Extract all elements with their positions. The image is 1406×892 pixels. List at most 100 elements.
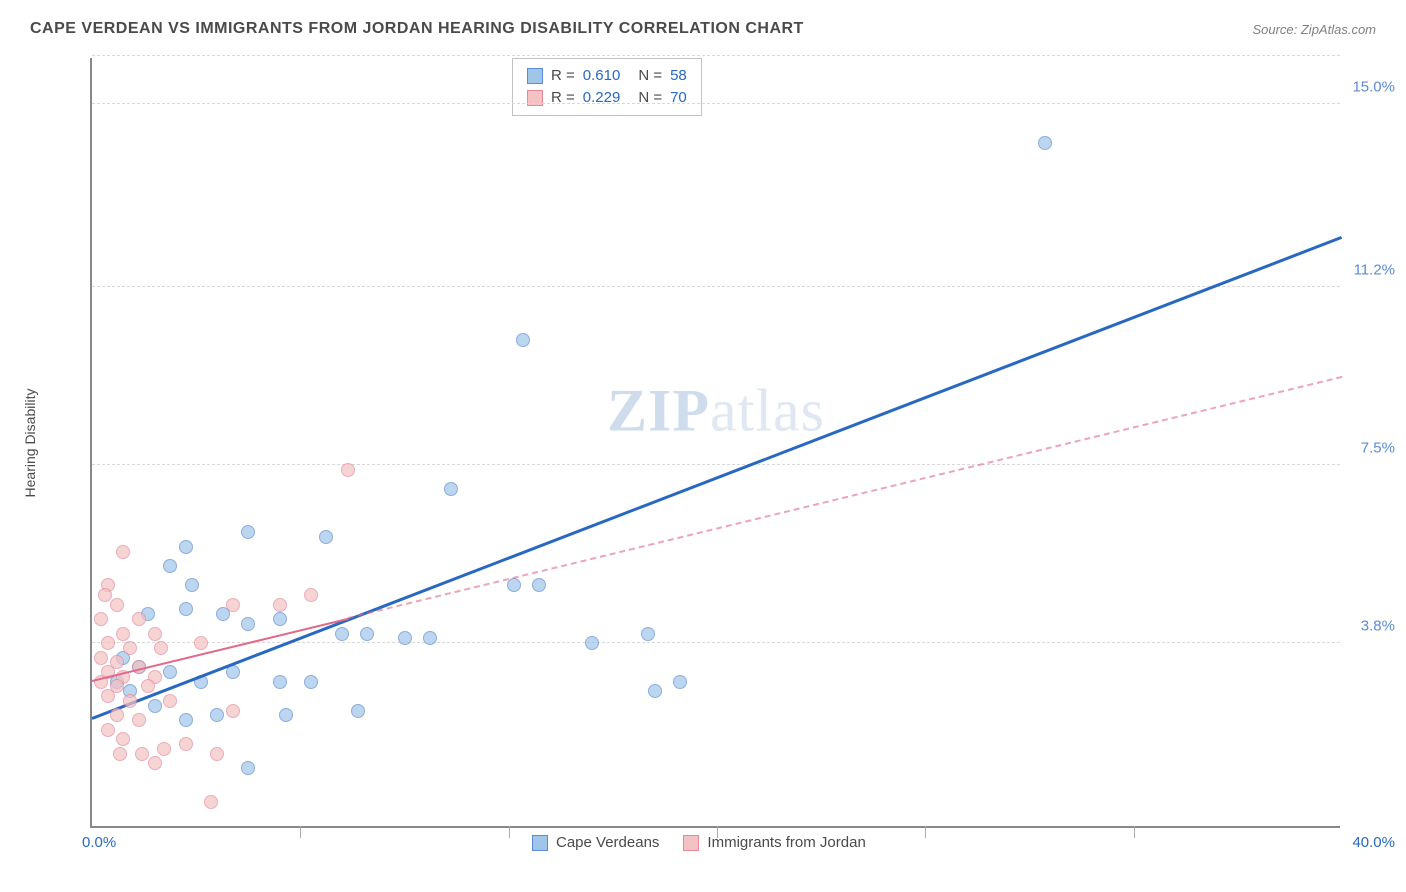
scatter-point-immigrants-jordan — [148, 756, 162, 770]
scatter-point-immigrants-jordan — [123, 694, 137, 708]
y-tick-label: 7.5% — [1361, 440, 1395, 457]
scatter-point-cape-verdeans — [1038, 136, 1052, 150]
scatter-point-cape-verdeans — [185, 578, 199, 592]
scatter-point-immigrants-jordan — [304, 588, 318, 602]
scatter-point-cape-verdeans — [279, 708, 293, 722]
scatter-point-cape-verdeans — [163, 559, 177, 573]
x-minor-tick — [300, 826, 301, 838]
scatter-point-immigrants-jordan — [157, 742, 171, 756]
series-legend: Cape Verdeans Immigrants from Jordan — [532, 834, 866, 851]
scatter-point-cape-verdeans — [351, 704, 365, 718]
scatter-point-cape-verdeans — [273, 612, 287, 626]
gridline — [92, 103, 1340, 104]
scatter-point-immigrants-jordan — [123, 641, 137, 655]
legend-row: R = 0.610 N = 58 — [527, 65, 687, 87]
scatter-point-cape-verdeans — [585, 636, 599, 650]
scatter-point-immigrants-jordan — [116, 627, 130, 641]
chart-area: Hearing Disability ZIPatlas R =0.610N =5… — [40, 48, 1370, 838]
watermark: ZIPatlas — [607, 377, 825, 446]
legend-swatch — [532, 835, 548, 851]
scatter-point-cape-verdeans — [319, 530, 333, 544]
plot-region: ZIPatlas R =0.610N =58R =0.229N =70 Cape… — [90, 58, 1340, 828]
scatter-point-cape-verdeans — [210, 708, 224, 722]
scatter-point-cape-verdeans — [673, 675, 687, 689]
scatter-point-cape-verdeans — [507, 578, 521, 592]
scatter-point-cape-verdeans — [179, 713, 193, 727]
scatter-point-cape-verdeans — [398, 631, 412, 645]
trendline-cape-verdeans — [91, 236, 1342, 720]
scatter-point-immigrants-jordan — [110, 598, 124, 612]
scatter-point-cape-verdeans — [179, 540, 193, 554]
scatter-point-immigrants-jordan — [116, 545, 130, 559]
gridline — [92, 642, 1340, 643]
legend-item: Cape Verdeans — [532, 834, 659, 851]
scatter-point-cape-verdeans — [304, 675, 318, 689]
legend-label: Cape Verdeans — [556, 834, 659, 851]
scatter-point-immigrants-jordan — [101, 636, 115, 650]
scatter-point-immigrants-jordan — [94, 612, 108, 626]
scatter-point-immigrants-jordan — [135, 747, 149, 761]
scatter-point-cape-verdeans — [241, 617, 255, 631]
legend-n-value: 58 — [670, 65, 687, 87]
scatter-point-immigrants-jordan — [132, 612, 146, 626]
scatter-point-immigrants-jordan — [148, 627, 162, 641]
y-tick-label: 3.8% — [1361, 618, 1395, 635]
scatter-point-cape-verdeans — [163, 665, 177, 679]
scatter-point-immigrants-jordan — [94, 651, 108, 665]
scatter-point-immigrants-jordan — [132, 713, 146, 727]
legend-r-value: 0.229 — [583, 87, 621, 109]
scatter-point-cape-verdeans — [648, 684, 662, 698]
scatter-point-cape-verdeans — [641, 627, 655, 641]
gridline — [92, 464, 1340, 465]
scatter-point-immigrants-jordan — [101, 689, 115, 703]
gridline — [92, 55, 1340, 56]
scatter-point-immigrants-jordan — [154, 641, 168, 655]
chart-source: Source: ZipAtlas.com — [1252, 22, 1376, 37]
scatter-point-cape-verdeans — [532, 578, 546, 592]
scatter-point-immigrants-jordan — [116, 732, 130, 746]
scatter-point-cape-verdeans — [241, 525, 255, 539]
trendline-dashed-immigrants-jordan — [348, 376, 1342, 619]
x-tick-label: 0.0% — [82, 834, 116, 851]
legend-r-label: R = — [551, 87, 575, 109]
scatter-point-immigrants-jordan — [341, 463, 355, 477]
correlation-legend: R = 0.610 N = 58 R = 0.229 N = 70 — [512, 58, 702, 116]
scatter-point-cape-verdeans — [241, 761, 255, 775]
scatter-point-cape-verdeans — [516, 333, 530, 347]
x-minor-tick — [925, 826, 926, 838]
legend-item: Immigrants from Jordan — [683, 834, 865, 851]
x-tick-label: 40.0% — [1352, 834, 1395, 851]
scatter-point-immigrants-jordan — [101, 723, 115, 737]
scatter-point-cape-verdeans — [360, 627, 374, 641]
legend-r-label: R = — [551, 65, 575, 87]
x-minor-tick — [509, 826, 510, 838]
scatter-point-immigrants-jordan — [163, 694, 177, 708]
scatter-point-immigrants-jordan — [179, 737, 193, 751]
scatter-point-cape-verdeans — [423, 631, 437, 645]
scatter-point-immigrants-jordan — [98, 588, 112, 602]
y-tick-label: 11.2% — [1354, 262, 1395, 279]
gridline — [92, 286, 1340, 287]
scatter-point-cape-verdeans — [444, 482, 458, 496]
chart-title: CAPE VERDEAN VS IMMIGRANTS FROM JORDAN H… — [30, 20, 804, 38]
legend-n-label: N = — [638, 65, 662, 87]
scatter-point-immigrants-jordan — [226, 704, 240, 718]
scatter-point-immigrants-jordan — [110, 708, 124, 722]
x-minor-tick — [1134, 826, 1135, 838]
legend-n-label: N = — [638, 87, 662, 109]
legend-swatch — [527, 68, 543, 84]
legend-swatch — [683, 835, 699, 851]
scatter-point-immigrants-jordan — [226, 598, 240, 612]
x-minor-tick — [717, 826, 718, 838]
legend-label: Immigrants from Jordan — [707, 834, 865, 851]
legend-r-value: 0.610 — [583, 65, 621, 87]
scatter-point-immigrants-jordan — [273, 598, 287, 612]
scatter-point-cape-verdeans — [335, 627, 349, 641]
scatter-point-immigrants-jordan — [194, 636, 208, 650]
scatter-point-cape-verdeans — [179, 602, 193, 616]
y-axis-label: Hearing Disability — [22, 389, 38, 498]
y-tick-label: 15.0% — [1352, 79, 1395, 96]
chart-header: CAPE VERDEAN VS IMMIGRANTS FROM JORDAN H… — [30, 20, 1376, 38]
legend-n-value: 70 — [670, 87, 687, 109]
scatter-point-cape-verdeans — [273, 675, 287, 689]
